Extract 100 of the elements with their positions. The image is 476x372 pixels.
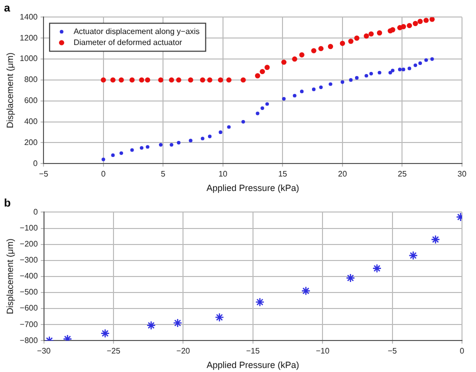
x-tick-label: −25 bbox=[106, 346, 121, 356]
point bbox=[264, 64, 270, 70]
point bbox=[146, 145, 150, 149]
point bbox=[412, 20, 418, 26]
point bbox=[349, 78, 353, 82]
point bbox=[390, 68, 394, 72]
point bbox=[200, 77, 206, 83]
point bbox=[110, 77, 116, 83]
point bbox=[408, 66, 412, 70]
y-tick-label: −200 bbox=[20, 240, 38, 249]
point bbox=[129, 77, 135, 83]
point bbox=[378, 70, 382, 74]
y-tick-label: 1000 bbox=[20, 54, 38, 64]
point bbox=[348, 38, 354, 44]
point bbox=[200, 136, 204, 140]
legend-label: Diameter of deformed actuator bbox=[74, 38, 182, 47]
y-tick-label: 800 bbox=[24, 75, 38, 84]
point bbox=[207, 77, 212, 83]
point bbox=[319, 85, 323, 90]
point bbox=[260, 68, 265, 74]
point bbox=[218, 77, 224, 83]
point bbox=[372, 264, 382, 273]
y-axis-title: Displacement (μm) bbox=[4, 52, 15, 128]
point bbox=[299, 52, 304, 58]
point bbox=[400, 24, 406, 30]
point bbox=[430, 234, 440, 244]
point bbox=[369, 72, 373, 76]
point bbox=[301, 286, 310, 296]
point bbox=[176, 140, 180, 144]
point bbox=[100, 328, 110, 338]
point bbox=[100, 77, 106, 83]
point bbox=[111, 153, 115, 158]
point bbox=[241, 120, 246, 124]
point bbox=[158, 77, 164, 83]
y-tick-label: 1400 bbox=[20, 12, 38, 22]
point bbox=[368, 31, 374, 37]
point bbox=[170, 142, 174, 147]
point bbox=[398, 68, 402, 72]
point bbox=[354, 36, 360, 41]
point bbox=[226, 77, 232, 83]
x-tick-label: 0 bbox=[101, 170, 106, 179]
point bbox=[390, 27, 396, 32]
point bbox=[102, 158, 106, 162]
point bbox=[430, 17, 435, 22]
x-tick-label: 0 bbox=[460, 346, 465, 356]
y-tick-label: 400 bbox=[24, 116, 38, 126]
point bbox=[158, 142, 163, 147]
y-tick-label: −400 bbox=[20, 272, 38, 281]
point bbox=[328, 44, 334, 50]
chart-title: b bbox=[4, 198, 11, 210]
point bbox=[208, 134, 212, 138]
y-tick-label: −500 bbox=[20, 288, 38, 297]
y-tick-label: 1200 bbox=[20, 33, 38, 42]
legend-label: Actuator displacement along y−axis bbox=[74, 26, 200, 36]
x-tick-label: 15 bbox=[278, 170, 288, 179]
point bbox=[281, 60, 286, 65]
chart-title: a bbox=[4, 2, 11, 15]
point bbox=[240, 77, 246, 83]
x-axis-title: Applied Pressure (kPa) bbox=[206, 360, 300, 370]
point bbox=[227, 125, 231, 129]
x-tick-label: −5 bbox=[39, 170, 49, 179]
x-tick-label: 30 bbox=[458, 170, 467, 179]
point bbox=[376, 30, 382, 36]
point bbox=[424, 58, 428, 62]
point bbox=[346, 273, 356, 283]
y-tick-label: 200 bbox=[24, 138, 38, 147]
point bbox=[414, 64, 418, 68]
x-tick-label: 10 bbox=[218, 170, 228, 179]
point bbox=[318, 46, 324, 52]
point bbox=[173, 318, 182, 328]
point bbox=[168, 77, 174, 83]
point bbox=[408, 250, 418, 260]
point bbox=[214, 312, 224, 322]
y-tick-label: −700 bbox=[20, 320, 38, 329]
point bbox=[418, 61, 422, 66]
point bbox=[312, 88, 316, 92]
point bbox=[256, 112, 260, 116]
x-tick-label: 20 bbox=[338, 170, 348, 179]
point bbox=[364, 74, 368, 78]
x-tick-label: −20 bbox=[176, 346, 191, 356]
point bbox=[340, 80, 344, 84]
point bbox=[260, 106, 264, 110]
point bbox=[292, 56, 298, 62]
point bbox=[388, 70, 392, 74]
point bbox=[424, 18, 429, 23]
point bbox=[130, 148, 134, 152]
y-tick-label: 0 bbox=[33, 207, 38, 216]
point bbox=[120, 151, 124, 155]
point bbox=[364, 33, 369, 39]
point bbox=[355, 76, 359, 80]
point bbox=[340, 40, 346, 46]
x-tick-label: −10 bbox=[316, 346, 330, 356]
x-tick-label: −30 bbox=[37, 346, 52, 356]
x-axis-title: Applied Pressure (kPa) bbox=[206, 183, 300, 194]
x-tick-label: 5 bbox=[160, 170, 166, 179]
y-tick-label: 0 bbox=[33, 158, 38, 168]
point bbox=[145, 77, 150, 83]
x-tick-label: −15 bbox=[246, 346, 260, 356]
point bbox=[118, 77, 124, 83]
x-tick-label: 25 bbox=[398, 170, 408, 179]
